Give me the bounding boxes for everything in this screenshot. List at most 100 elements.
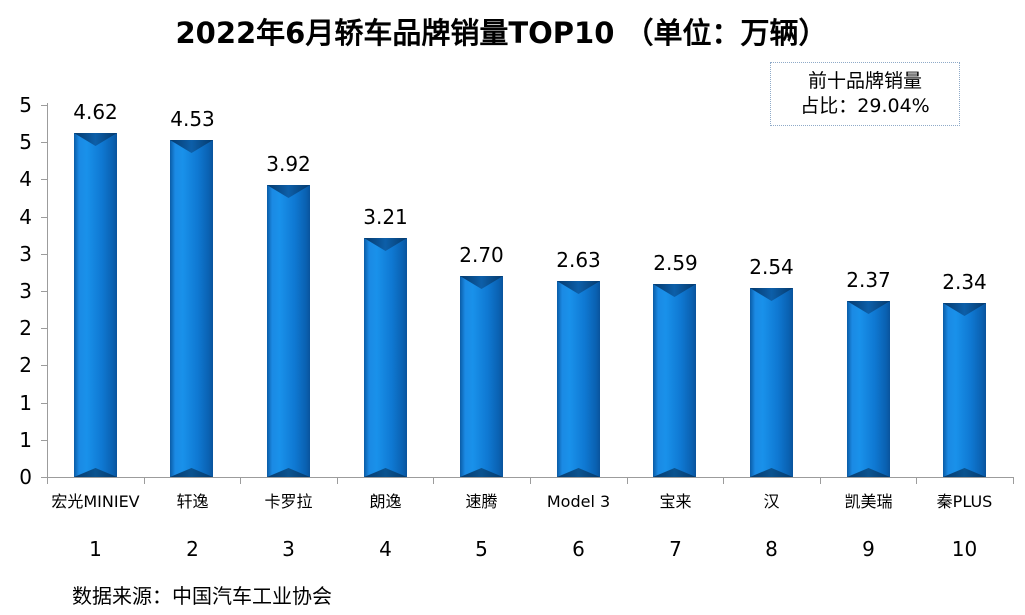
x-axis-category-label: 轩逸	[176, 492, 209, 511]
bar-value-label: 2.63	[556, 248, 601, 272]
y-axis-tick-label: 2	[19, 353, 32, 377]
bar-bottom-bevel	[460, 468, 503, 477]
x-axis-rank-label: 10	[951, 537, 978, 561]
bar-top-bevel	[364, 238, 407, 251]
x-axis-rank-label: 8	[765, 537, 778, 561]
bar-凯美瑞	[847, 301, 890, 477]
y-axis-tick	[41, 440, 47, 441]
x-axis-tick	[627, 478, 628, 484]
bar-bottom-bevel	[364, 468, 407, 477]
x-axis-category-label: Model 3	[546, 492, 611, 511]
y-axis-tick	[41, 217, 47, 218]
y-axis-tick-label: 1	[19, 391, 32, 415]
bar-bottom-bevel	[267, 468, 310, 477]
annotation-box: 前十品牌销量 占比：29.04%	[770, 62, 960, 126]
y-axis-tick	[41, 142, 47, 143]
y-axis-tick-label: 3	[19, 242, 32, 266]
bar-value-label: 2.59	[653, 251, 698, 275]
x-axis-tick	[820, 478, 821, 484]
bar-bottom-bevel	[653, 468, 696, 477]
x-axis-tick	[144, 478, 145, 484]
bar-bottom-bevel	[557, 468, 600, 477]
y-axis-tick	[41, 179, 47, 180]
annotation-line1: 前十品牌销量	[807, 70, 922, 92]
x-axis-tick	[240, 478, 241, 484]
y-axis-tick	[41, 254, 47, 255]
bar-top-bevel	[750, 288, 793, 301]
bar-value-label: 4.62	[73, 100, 118, 124]
x-axis-rank-label: 4	[379, 537, 392, 561]
bar-bottom-bevel	[170, 468, 213, 477]
y-axis-tick	[41, 105, 47, 106]
bar-value-label: 2.54	[749, 255, 794, 279]
bar-bottom-bevel	[943, 468, 986, 477]
x-axis-category-label: 秦PLUS	[936, 492, 993, 511]
bar-value-label: 4.53	[170, 107, 215, 131]
x-axis-line	[47, 477, 1014, 478]
bar-速腾	[460, 276, 503, 477]
y-axis-tick-label: 1	[19, 428, 32, 452]
bar-value-label: 2.37	[846, 268, 891, 292]
x-axis-category-label: 宝来	[659, 492, 692, 511]
bar-top-bevel	[74, 133, 117, 146]
y-axis-tick-label: 0	[19, 465, 32, 489]
bar-宝来	[653, 284, 696, 477]
y-axis-tick	[41, 477, 47, 478]
bar-bottom-bevel	[74, 468, 117, 477]
bar-bottom-bevel	[750, 468, 793, 477]
bar-value-label: 3.21	[363, 205, 408, 229]
bar-top-bevel	[460, 276, 503, 289]
x-axis-category-label: 汉	[763, 492, 780, 511]
bar-value-label: 2.34	[942, 270, 987, 294]
bar-宏光MINIEV	[74, 133, 117, 477]
bar-bottom-bevel	[847, 468, 890, 477]
bar-top-bevel	[267, 185, 310, 198]
x-axis-tick	[1013, 478, 1014, 484]
y-axis-tick-label: 2	[19, 316, 32, 340]
data-source-note: 数据来源：中国汽车工业协会	[72, 584, 332, 608]
y-axis-tick-label: 5	[19, 93, 32, 117]
x-axis-rank-label: 9	[862, 537, 875, 561]
bar-轩逸	[170, 140, 213, 477]
bar-top-bevel	[557, 281, 600, 294]
x-axis-tick	[337, 478, 338, 484]
x-axis-tick	[433, 478, 434, 484]
x-axis-category-label: 卡罗拉	[264, 492, 313, 511]
y-axis-tick-label: 3	[19, 279, 32, 303]
annotation-line2: 占比：29.04%	[800, 95, 930, 117]
x-axis-rank-label: 6	[572, 537, 585, 561]
bar-朗逸	[364, 238, 407, 477]
x-axis-category-label: 凯美瑞	[844, 492, 893, 511]
y-axis-tick	[41, 328, 47, 329]
bar-value-label: 3.92	[266, 152, 311, 176]
x-axis-tick	[47, 478, 48, 484]
y-axis-line	[47, 103, 48, 478]
x-axis-tick	[530, 478, 531, 484]
y-axis-tick	[41, 291, 47, 292]
y-axis-tick	[41, 365, 47, 366]
bar-秦PLUS	[943, 303, 986, 477]
x-axis-rank-label: 1	[89, 537, 102, 561]
bar-top-bevel	[847, 301, 890, 314]
bar-top-bevel	[653, 284, 696, 297]
x-axis-rank-label: 2	[186, 537, 199, 561]
y-axis-tick	[41, 403, 47, 404]
x-axis-rank-label: 5	[475, 537, 488, 561]
bar-top-bevel	[943, 303, 986, 316]
bar-Model 3	[557, 281, 600, 477]
bar-卡罗拉	[267, 185, 310, 477]
x-axis-category-label: 宏光MINIEV	[51, 492, 140, 511]
bar-value-label: 2.70	[459, 243, 504, 267]
chart-title: 2022年6月轿车品牌销量TOP10 （单位：万辆）	[175, 16, 828, 50]
x-axis-tick	[916, 478, 917, 484]
y-axis-tick-label: 4	[19, 205, 32, 229]
bar-top-bevel	[170, 140, 213, 153]
y-axis-tick-label: 5	[19, 130, 32, 154]
x-axis-rank-label: 3	[282, 537, 295, 561]
x-axis-rank-label: 7	[669, 537, 682, 561]
y-axis-tick-label: 4	[19, 167, 32, 191]
bar-汉	[750, 288, 793, 477]
x-axis-category-label: 朗逸	[369, 492, 402, 511]
x-axis-category-label: 速腾	[465, 492, 498, 511]
